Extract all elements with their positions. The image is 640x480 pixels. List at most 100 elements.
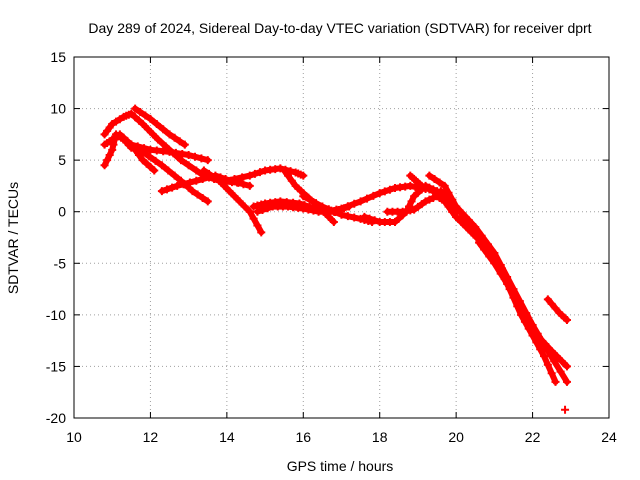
data-point <box>239 180 248 189</box>
data-point <box>452 212 461 221</box>
x-tick-label: 24 <box>601 429 617 445</box>
data-point <box>105 150 114 159</box>
data-point <box>109 140 118 149</box>
data-point <box>141 111 150 120</box>
data-point <box>350 213 359 222</box>
data-point <box>157 187 166 196</box>
data-point <box>318 202 327 211</box>
data-point <box>551 377 560 386</box>
data-point <box>540 352 549 361</box>
data-point <box>222 176 231 185</box>
data-point <box>406 181 415 190</box>
data-point <box>145 152 154 161</box>
data-point <box>177 156 185 165</box>
x-tick-label: 16 <box>295 429 311 445</box>
data-point <box>210 173 219 182</box>
data-point <box>441 192 450 201</box>
data-point <box>480 245 489 254</box>
data-point <box>193 190 202 199</box>
data-point <box>154 135 163 144</box>
data-point <box>148 130 157 139</box>
data-point <box>146 114 155 123</box>
y-tick-label: -20 <box>46 410 66 426</box>
data-point <box>165 130 174 139</box>
data-point <box>458 209 467 218</box>
data-point <box>230 192 239 201</box>
x-tick-label: 18 <box>372 429 388 445</box>
data-point <box>133 142 142 151</box>
data-point <box>258 205 267 214</box>
data-point <box>309 206 318 215</box>
data-point <box>299 171 308 180</box>
data-point <box>337 204 346 213</box>
data-point <box>191 152 200 161</box>
data-point <box>162 185 171 194</box>
data-point <box>557 357 566 366</box>
y-tick-label: 0 <box>58 204 66 220</box>
data-point <box>365 214 374 223</box>
data-series <box>100 104 571 414</box>
data-point <box>179 180 188 189</box>
data-point <box>192 166 201 175</box>
data-point <box>464 216 473 225</box>
data-point <box>440 181 449 190</box>
data-point <box>192 176 201 185</box>
data-point <box>151 156 160 165</box>
data-point <box>280 166 289 175</box>
data-point <box>238 173 247 182</box>
data-point <box>304 205 313 214</box>
data-point <box>430 175 439 184</box>
x-tick-label: 12 <box>143 429 159 445</box>
data-point <box>165 147 174 156</box>
series-track-21 <box>561 405 570 414</box>
x-tick-label: 14 <box>219 429 235 445</box>
data-point <box>369 191 378 200</box>
data-point <box>170 133 179 142</box>
data-point <box>370 216 379 225</box>
data-point <box>299 204 308 213</box>
data-point <box>197 154 206 163</box>
plot-frame <box>73 56 610 419</box>
data-point <box>496 269 505 278</box>
y-axis-title: SDTVAR / TECUs <box>5 182 21 294</box>
data-point <box>562 362 571 371</box>
data-point <box>245 171 254 180</box>
data-point <box>255 168 264 177</box>
data-point <box>534 333 543 342</box>
data-point <box>175 137 184 146</box>
data-point <box>485 252 494 261</box>
data-point <box>257 228 266 237</box>
data-point <box>305 195 314 204</box>
data-point <box>515 302 524 311</box>
data-point <box>249 202 258 211</box>
data-point <box>152 120 161 129</box>
y-tick-label: 5 <box>58 152 66 168</box>
data-point <box>257 200 266 209</box>
data-point <box>235 197 244 206</box>
data-point <box>407 197 416 206</box>
data-point <box>198 193 207 202</box>
data-point <box>150 166 159 175</box>
data-point <box>185 178 194 187</box>
series-line <box>476 239 570 370</box>
data-point <box>543 295 552 304</box>
data-point <box>225 187 234 196</box>
data-point <box>444 202 453 211</box>
data-point <box>171 148 180 157</box>
data-point <box>103 156 112 165</box>
data-point <box>362 194 371 203</box>
data-point <box>180 140 189 149</box>
data-point <box>543 360 552 369</box>
data-point <box>157 161 166 170</box>
data-point <box>230 175 239 184</box>
data-point <box>435 178 444 187</box>
data-point <box>327 206 336 215</box>
tick-labels: 10 12 14 16 18 20 22 24 -20 -15 -10 -5 0 5 10 15 <box>46 49 617 445</box>
data-point <box>360 212 369 221</box>
series-track-13 <box>322 181 430 216</box>
y-tick-label: -5 <box>54 255 67 271</box>
data-point <box>332 205 341 214</box>
data-point <box>140 144 149 153</box>
data-point <box>138 120 147 129</box>
data-point <box>436 187 445 196</box>
